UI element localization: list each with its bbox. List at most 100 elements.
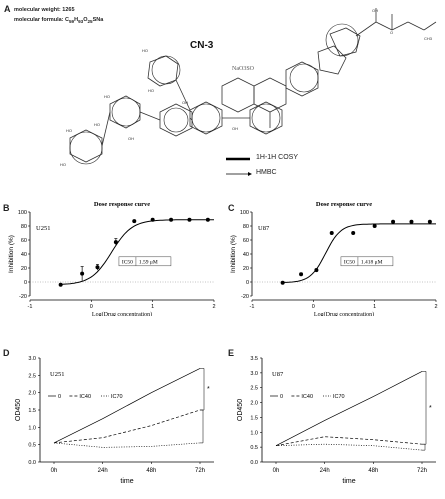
y-tick-label: 1.0 [250, 430, 258, 436]
mf-h: H [74, 17, 79, 23]
data-point [150, 217, 155, 222]
data-point [80, 271, 85, 276]
x-tick-label: 0h [51, 468, 58, 474]
data-point [205, 217, 210, 222]
y-tick-label: 1.5 [28, 408, 36, 414]
x-tick-label: 72h [195, 468, 205, 474]
y-tick-label: -20 [241, 294, 249, 300]
y-tick-label: 3.0 [250, 371, 258, 377]
series-line-ic40 [53, 409, 201, 444]
y-tick-label: 20 [21, 266, 27, 272]
significance-star: * [429, 405, 432, 412]
data-point [58, 282, 63, 287]
ic50-label: IC50 [122, 259, 133, 265]
svg-text:OH: OH [128, 136, 134, 141]
y-axis-label: Inhibition (%) [8, 235, 15, 273]
chart-title: Dose response curve [316, 201, 372, 208]
y-tick-label: 40 [243, 252, 249, 258]
x-axis-label: Log(Drug concentration) [314, 311, 374, 316]
svg-text:HO: HO [66, 128, 72, 133]
y-tick-label: 80 [21, 224, 27, 230]
sig-bracket-inner [422, 443, 426, 451]
cell-line-label: U251 [50, 371, 64, 378]
structure-drawing: OH O CH3 NaO3SO CN-3 HO HO HO HO HO HO O… [60, 8, 437, 176]
y-tick-label: 2.5 [28, 373, 36, 379]
y-tick-label: 1.5 [250, 415, 258, 421]
x-tick-label: 0 [312, 304, 315, 310]
ic50-value: 1.418 μM [361, 259, 383, 265]
y-tick-label: 0.5 [28, 443, 36, 449]
x-axis-label: time [342, 478, 355, 485]
series-line-0 [53, 368, 201, 444]
series-line-ic70 [275, 443, 423, 451]
data-point [329, 231, 334, 235]
y-tick-label: 3.5 [250, 356, 258, 362]
y-tick-label: 60 [21, 238, 27, 244]
svg-text:HO: HO [142, 48, 148, 53]
cell-line-label: U251 [36, 225, 50, 232]
panel-d-label: D [3, 348, 10, 358]
y-tick-label: 0 [24, 280, 27, 286]
x-tick-label: 0h [273, 468, 280, 474]
x-axis-label: time [120, 478, 133, 485]
y-tick-label: 0.0 [250, 460, 258, 466]
data-point [132, 219, 137, 224]
data-point [427, 219, 432, 224]
legend-entry: 0 [280, 394, 283, 400]
mf-suffix: SNa [92, 17, 104, 23]
oh-label-top: OH [372, 8, 378, 13]
y-tick-label: 0 [246, 280, 249, 286]
svg-text:HO: HO [148, 88, 154, 93]
sig-bracket-outer [422, 371, 427, 445]
legend-entry: 0 [58, 394, 61, 400]
y-tick-label: 2.0 [250, 401, 258, 407]
data-point [95, 265, 100, 270]
ic50-value: 1.59 μM [139, 259, 158, 265]
cell-line-label: U87 [272, 371, 284, 378]
x-tick-label: -1 [28, 304, 33, 310]
mf-o: O [83, 17, 88, 23]
x-axis-label: Log(Drug concentration) [92, 311, 152, 316]
hmbc-legend-label: HMBC [256, 169, 277, 176]
x-tick-label: 0 [90, 304, 93, 310]
x-tick-label: 1 [373, 304, 376, 310]
panel-a-label: A [4, 4, 11, 14]
data-point [187, 217, 192, 222]
svg-text:HO: HO [60, 162, 66, 167]
y-tick-label: 0.0 [28, 460, 36, 466]
y-tick-label: 2.0 [28, 391, 36, 397]
series-line-0 [275, 371, 423, 447]
x-tick-label: 1 [151, 304, 154, 310]
series-line-ic40 [275, 436, 423, 447]
data-point [280, 280, 285, 285]
chart-c: Dose response curve U87 -20 0 20 40 60 80 100 -1 0… [230, 201, 438, 316]
molecular-weight: molecular weight: 1265 [14, 7, 75, 13]
data-point [299, 272, 304, 277]
panel-c-label: C [228, 203, 235, 213]
data-point [351, 231, 356, 235]
x-tick-label: 48h [368, 468, 378, 474]
data-point [113, 240, 118, 245]
legend-entry: IC40 [79, 394, 91, 400]
fit-curve [282, 223, 436, 283]
x-tick-label: -1 [250, 304, 255, 310]
sig-bracket-outer [200, 368, 205, 411]
y-tick-label: 1.0 [28, 425, 36, 431]
compound-name: CN-3 [190, 40, 214, 51]
sugar-chain [69, 55, 283, 163]
y-axis-label: OD450 [15, 399, 22, 421]
sulfate-group: NaO3SO [232, 66, 255, 72]
panel-e-label: E [228, 348, 235, 358]
legend-entry: IC70 [333, 394, 345, 400]
mf-o-count: 25 [87, 19, 93, 25]
y-tick-label: 80 [243, 224, 249, 230]
cell-line-label: U87 [258, 225, 270, 232]
ic50-box [118, 256, 172, 267]
svg-text:HO: HO [104, 94, 110, 99]
y-tick-label: 60 [243, 238, 249, 244]
o-label: O [390, 30, 393, 35]
data-point [372, 224, 377, 228]
ch3-label: CH3 [424, 36, 433, 41]
x-tick-label: 2 [212, 304, 215, 310]
hmbc-circles [69, 23, 359, 165]
